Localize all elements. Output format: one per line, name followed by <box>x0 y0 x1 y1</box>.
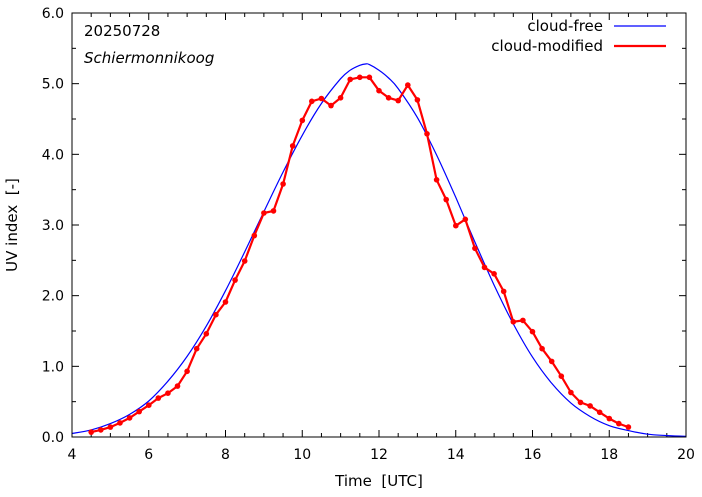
data-point-cloud-modified <box>136 408 142 415</box>
data-point-cloud-modified <box>414 97 421 103</box>
data-point-cloud-modified <box>625 424 632 430</box>
data-point-cloud-modified <box>606 415 613 422</box>
y-tick-label: 3.0 <box>42 218 64 234</box>
x-tick-label: 8 <box>221 447 230 463</box>
data-point-cloud-modified <box>539 345 545 352</box>
data-point-cloud-modified <box>443 196 450 203</box>
data-point-cloud-modified <box>270 208 277 214</box>
x-tick-label: 4 <box>68 447 77 463</box>
data-point-cloud-modified <box>98 427 104 433</box>
data-point-cloud-modified <box>213 311 219 318</box>
data-point-cloud-modified <box>587 403 593 409</box>
y-tick-label: 2.0 <box>42 289 64 305</box>
data-point-cloud-modified <box>376 87 382 94</box>
data-point-cloud-modified <box>520 317 526 324</box>
data-point-cloud-modified <box>385 95 392 101</box>
data-point-cloud-modified <box>347 76 354 83</box>
data-point-cloud-modified <box>548 358 555 365</box>
data-point-cloud-modified <box>568 389 574 396</box>
y-tick-label: 5.0 <box>42 77 64 93</box>
data-point-cloud-modified <box>184 368 190 375</box>
data-point-cloud-modified <box>529 328 536 335</box>
data-point-cloud-modified <box>616 420 622 427</box>
plot-frame <box>71 12 687 438</box>
data-point-cloud-modified <box>203 331 210 337</box>
data-point-cloud-modified <box>289 143 296 149</box>
data-point-cloud-modified <box>309 98 315 105</box>
data-point-cloud-modified <box>405 82 411 88</box>
x-tick-label: 18 <box>600 447 618 463</box>
data-point-cloud-modified <box>241 258 248 264</box>
y-tick-label: 1.0 <box>42 359 64 375</box>
data-point-cloud-modified <box>510 319 517 325</box>
date-annotation: 20250728 <box>84 22 160 40</box>
data-point-cloud-modified <box>500 288 507 295</box>
data-point-cloud-modified <box>88 429 94 435</box>
x-tick-label: 10 <box>293 447 311 463</box>
legend: cloud-free cloud-modified <box>491 17 666 55</box>
axes-layer: 4 6 8 10 12 14 16 18 20 0.0 1.0 2.0 3.0 4.0 5.0 6.0 <box>42 6 695 463</box>
data-point-cloud-modified <box>126 415 133 421</box>
legend-label-cloud-free: cloud-free <box>527 17 603 35</box>
data-point-cloud-modified <box>395 97 402 104</box>
data-point-cloud-modified <box>337 95 344 101</box>
data-point-cloud-modified <box>174 383 181 389</box>
data-point-cloud-modified <box>232 277 238 283</box>
x-tick-label: 6 <box>144 447 153 463</box>
data-point-cloud-modified <box>433 177 440 183</box>
y-tick-label: 6.0 <box>42 6 64 22</box>
data-point-cloud-modified <box>328 102 334 109</box>
data-point-cloud-modified <box>155 395 162 401</box>
data-point-cloud-modified <box>251 232 258 239</box>
data-point-cloud-modified <box>481 264 488 271</box>
data-point-cloud-modified <box>357 74 363 81</box>
data-point-cloud-modified <box>165 390 171 397</box>
data-point-cloud-modified <box>577 399 584 406</box>
data-point-cloud-modified <box>366 74 373 81</box>
data-point-cloud-modified <box>261 210 267 216</box>
x-axis-title: Time [UTC] <box>334 472 423 490</box>
y-tick-label: 4.0 <box>42 147 64 163</box>
x-tick-label: 16 <box>524 447 542 463</box>
series-line-cloud-free <box>71 63 687 437</box>
y-axis-title: UV index [-] <box>3 178 21 272</box>
data-point-cloud-modified <box>472 245 478 252</box>
data-point-cloud-modified <box>222 299 229 305</box>
data-point-cloud-modified <box>424 131 430 137</box>
data-point-cloud-modified <box>596 409 603 416</box>
data-point-cloud-modified <box>107 424 114 430</box>
legend-label-cloud-modified: cloud-modified <box>491 37 603 55</box>
data-point-cloud-modified <box>146 402 152 409</box>
x-tick-label: 12 <box>370 447 388 463</box>
data-point-cloud-modified <box>299 117 306 124</box>
data-point-cloud-modified <box>491 271 497 277</box>
y-tick-label: 0.0 <box>42 430 64 446</box>
data-point-cloud-modified <box>117 420 123 426</box>
x-tick-label: 20 <box>677 447 695 463</box>
data-point-cloud-modified <box>318 95 325 102</box>
location-annotation: Schiermonnikoog <box>84 49 214 67</box>
x-tick-label: 14 <box>447 447 465 463</box>
data-point-cloud-modified <box>280 181 286 187</box>
data-point-cloud-modified <box>193 345 200 352</box>
data-point-cloud-modified <box>462 216 469 223</box>
series-layer <box>71 63 687 437</box>
data-point-cloud-modified <box>453 222 459 229</box>
data-point-cloud-modified <box>558 373 565 380</box>
